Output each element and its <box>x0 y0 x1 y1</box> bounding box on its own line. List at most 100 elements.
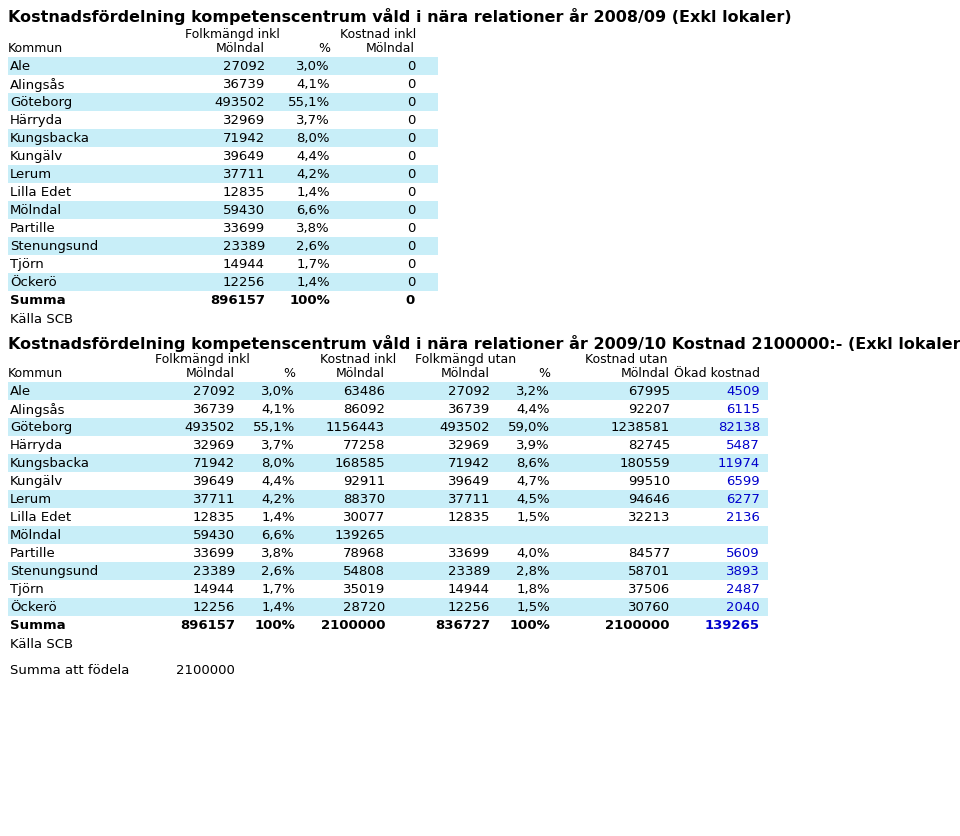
Text: 12835: 12835 <box>193 511 235 523</box>
Text: 86092: 86092 <box>343 402 385 415</box>
Text: 84577: 84577 <box>628 547 670 559</box>
Text: 39649: 39649 <box>223 150 265 163</box>
Text: 3,7%: 3,7% <box>261 438 295 451</box>
Text: Mölndal: Mölndal <box>10 204 62 217</box>
Text: 0: 0 <box>407 222 415 235</box>
Text: Summa: Summa <box>10 619 65 631</box>
Text: 32969: 32969 <box>223 114 265 127</box>
Text: 33699: 33699 <box>223 222 265 235</box>
Text: 0: 0 <box>407 132 415 145</box>
Text: Tjörn: Tjörn <box>10 583 44 595</box>
Text: Summa att födela: Summa att födela <box>10 663 130 676</box>
Text: 55,1%: 55,1% <box>288 96 330 109</box>
Text: Kostnad utan: Kostnad utan <box>585 353 667 365</box>
Bar <box>8 112 438 130</box>
Text: Stenungsund: Stenungsund <box>10 564 98 578</box>
Text: 0: 0 <box>407 150 415 163</box>
Text: 59430: 59430 <box>223 204 265 217</box>
Bar <box>8 166 438 184</box>
Text: %: % <box>283 366 295 380</box>
Bar <box>8 580 768 599</box>
Text: 39649: 39649 <box>448 475 490 487</box>
Text: Öckerö: Öckerö <box>10 276 57 288</box>
Text: Kostnadsfördelning kompetenscentrum våld i nära relationer år 2009/10 Kostnad 21: Kostnadsfördelning kompetenscentrum våld… <box>8 334 960 352</box>
Text: 4,4%: 4,4% <box>297 150 330 163</box>
Text: Mölndal: Mölndal <box>186 366 235 380</box>
Text: 36739: 36739 <box>193 402 235 415</box>
Bar <box>8 256 438 273</box>
Text: Alingsås: Alingsås <box>10 78 65 92</box>
Text: Göteborg: Göteborg <box>10 421 72 434</box>
Bar <box>8 544 768 563</box>
Text: Härryda: Härryda <box>10 114 63 127</box>
Bar <box>8 419 768 436</box>
Text: 78968: 78968 <box>343 547 385 559</box>
Text: Tjörn: Tjörn <box>10 257 44 271</box>
Text: 2136: 2136 <box>726 511 760 523</box>
Text: 23389: 23389 <box>223 240 265 252</box>
Bar <box>8 76 438 94</box>
Text: 23389: 23389 <box>447 564 490 578</box>
Bar <box>8 599 768 616</box>
Bar <box>8 130 438 148</box>
Text: 27092: 27092 <box>447 385 490 398</box>
Text: 14944: 14944 <box>223 257 265 271</box>
Text: 0: 0 <box>407 240 415 252</box>
Text: 100%: 100% <box>509 619 550 631</box>
Text: 71942: 71942 <box>193 456 235 470</box>
Text: Mölndal: Mölndal <box>336 366 385 380</box>
Text: Lerum: Lerum <box>10 168 52 181</box>
Text: 493502: 493502 <box>440 421 490 434</box>
Text: Kungsbacka: Kungsbacka <box>10 132 90 145</box>
Text: 8,0%: 8,0% <box>261 456 295 470</box>
Text: 94646: 94646 <box>628 492 670 506</box>
Text: 493502: 493502 <box>184 421 235 434</box>
Text: 0: 0 <box>407 168 415 181</box>
Text: 2040: 2040 <box>727 600 760 614</box>
Bar <box>8 94 438 112</box>
Text: 6115: 6115 <box>726 402 760 415</box>
Bar <box>8 58 438 76</box>
Text: 54808: 54808 <box>343 564 385 578</box>
Text: Kommun: Kommun <box>8 42 63 55</box>
Text: 32213: 32213 <box>628 511 670 523</box>
Bar <box>8 491 768 508</box>
Text: Kostnadsfördelning kompetenscentrum våld i nära relationer år 2008/09 (Exkl loka: Kostnadsfördelning kompetenscentrum våld… <box>8 8 792 25</box>
Bar <box>8 383 768 400</box>
Text: 30077: 30077 <box>343 511 385 523</box>
Text: 8,6%: 8,6% <box>516 456 550 470</box>
Text: 6599: 6599 <box>727 475 760 487</box>
Text: 2,8%: 2,8% <box>516 564 550 578</box>
Text: 27092: 27092 <box>193 385 235 398</box>
Text: 0: 0 <box>407 96 415 109</box>
Text: 1238581: 1238581 <box>611 421 670 434</box>
Text: 11974: 11974 <box>718 456 760 470</box>
Text: 55,1%: 55,1% <box>252 421 295 434</box>
Text: %: % <box>318 42 330 55</box>
Text: Partille: Partille <box>10 222 56 235</box>
Bar <box>8 292 438 309</box>
Text: Härryda: Härryda <box>10 438 63 451</box>
Bar <box>8 563 768 580</box>
Text: 36739: 36739 <box>223 78 265 91</box>
Text: 2100000: 2100000 <box>176 663 235 676</box>
Text: 1,4%: 1,4% <box>261 600 295 614</box>
Text: 5609: 5609 <box>727 547 760 559</box>
Text: 493502: 493502 <box>214 96 265 109</box>
Text: 82138: 82138 <box>718 421 760 434</box>
Text: Ale: Ale <box>10 60 31 73</box>
Text: 4,1%: 4,1% <box>261 402 295 415</box>
Text: 6,6%: 6,6% <box>297 204 330 217</box>
Text: 180559: 180559 <box>619 456 670 470</box>
Text: 3,7%: 3,7% <box>297 114 330 127</box>
Text: 36739: 36739 <box>447 402 490 415</box>
Bar <box>8 220 438 237</box>
Text: 14944: 14944 <box>193 583 235 595</box>
Text: Lilla Edet: Lilla Edet <box>10 511 71 523</box>
Text: 14944: 14944 <box>448 583 490 595</box>
Text: Mölndal: Mölndal <box>621 366 670 380</box>
Text: Ökad kostnad: Ökad kostnad <box>674 366 760 380</box>
Text: 0: 0 <box>407 186 415 199</box>
Text: Göteborg: Göteborg <box>10 96 72 109</box>
Text: 0: 0 <box>407 78 415 91</box>
